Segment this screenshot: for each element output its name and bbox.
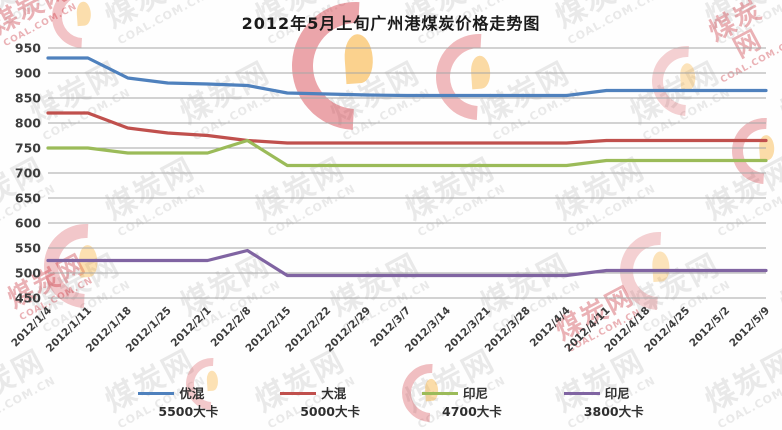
legend-item-yinni-4700: 印尼 4700大卡 bbox=[422, 385, 502, 423]
legend-item-yinni-3800: 印尼 3800大卡 bbox=[563, 385, 644, 423]
y-axis-tick-label: 450 bbox=[15, 291, 41, 306]
y-axis-tick-label: 650 bbox=[15, 191, 41, 206]
series-line-3 bbox=[46, 248, 768, 278]
legend-series-name: 印尼 bbox=[463, 385, 489, 401]
y-axis-tick-label: 550 bbox=[15, 241, 41, 256]
legend-item-dahun-5000: 大混 5000大卡 bbox=[280, 385, 360, 423]
chart-legend: 优混 5500大卡 大混 5000大卡 印尼 4700大卡 印尼 3800大卡 bbox=[0, 385, 782, 423]
x-axis-tick-label: 2012/2/1 bbox=[169, 305, 214, 350]
legend-series-name: 印尼 bbox=[604, 385, 630, 401]
y-axis-tick-label: 800 bbox=[15, 116, 41, 131]
legend-item-youhun-5500: 优混 5500大卡 bbox=[138, 385, 218, 423]
legend-swatch-yinni4700-icon bbox=[422, 392, 458, 396]
y-axis-tick-label: 850 bbox=[15, 91, 41, 106]
legend-series-calorie: 4700大卡 bbox=[442, 404, 502, 420]
x-axis-tick-label: 2012/5/2 bbox=[687, 305, 732, 350]
series-line-2 bbox=[46, 138, 768, 168]
x-axis-tick-label: 2012/5/9 bbox=[727, 305, 772, 350]
y-axis-tick-label: 950 bbox=[15, 41, 41, 56]
legend-series-calorie: 5500大卡 bbox=[158, 404, 219, 420]
y-axis-tick-label: 500 bbox=[15, 266, 41, 281]
y-axis-tick-label: 600 bbox=[15, 216, 41, 231]
chart-title: 2012年5月上旬广州港煤炭价格走势图 bbox=[241, 14, 541, 33]
series-line-1 bbox=[46, 111, 768, 145]
legend-series-name: 大混 bbox=[321, 385, 347, 401]
legend-swatch-yinni3800-icon bbox=[563, 392, 600, 396]
legend-swatch-dahun-icon bbox=[280, 392, 317, 396]
legend-swatch-youhun-icon bbox=[138, 392, 175, 396]
y-axis-tick-label: 700 bbox=[15, 166, 41, 181]
y-axis-tick-label: 900 bbox=[15, 66, 41, 81]
y-axis-tick-label: 750 bbox=[15, 141, 41, 156]
legend-series-calorie: 3800大卡 bbox=[583, 404, 644, 420]
legend-series-calorie: 5000大卡 bbox=[300, 404, 360, 420]
legend-series-name: 优混 bbox=[179, 385, 205, 401]
series-line-0 bbox=[46, 56, 768, 98]
